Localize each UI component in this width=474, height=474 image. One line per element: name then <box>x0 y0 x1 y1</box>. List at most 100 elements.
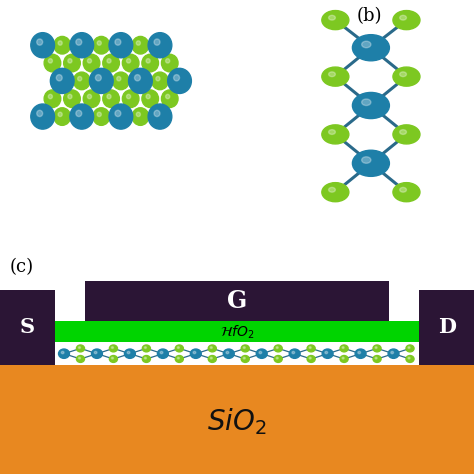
Circle shape <box>107 94 111 99</box>
Circle shape <box>109 356 118 363</box>
Circle shape <box>109 33 133 58</box>
Circle shape <box>274 356 282 363</box>
Circle shape <box>393 67 420 86</box>
Circle shape <box>307 356 315 363</box>
Circle shape <box>145 357 146 359</box>
Circle shape <box>373 356 381 363</box>
Circle shape <box>406 345 414 352</box>
Circle shape <box>208 356 216 363</box>
Circle shape <box>373 345 381 352</box>
Circle shape <box>58 41 62 45</box>
Circle shape <box>342 357 344 359</box>
Circle shape <box>109 104 133 129</box>
Circle shape <box>307 345 315 352</box>
Circle shape <box>68 59 72 63</box>
Circle shape <box>93 108 109 125</box>
Circle shape <box>322 10 349 30</box>
Circle shape <box>157 349 168 358</box>
Circle shape <box>400 72 407 77</box>
Circle shape <box>148 33 172 58</box>
Circle shape <box>115 110 121 117</box>
Circle shape <box>259 351 262 354</box>
Circle shape <box>152 72 168 90</box>
Circle shape <box>328 15 336 20</box>
Circle shape <box>122 54 139 72</box>
Circle shape <box>70 104 94 129</box>
Circle shape <box>127 94 131 99</box>
Circle shape <box>165 59 170 63</box>
Circle shape <box>408 346 410 348</box>
Bar <box>419 290 474 365</box>
Circle shape <box>137 112 140 117</box>
Circle shape <box>113 72 129 90</box>
Circle shape <box>309 346 311 348</box>
Circle shape <box>274 345 282 352</box>
Circle shape <box>309 357 311 359</box>
Circle shape <box>353 92 390 118</box>
Circle shape <box>142 345 150 352</box>
Circle shape <box>97 112 101 117</box>
Circle shape <box>31 104 55 129</box>
Circle shape <box>408 357 410 359</box>
Circle shape <box>340 356 348 363</box>
Circle shape <box>292 351 295 354</box>
Circle shape <box>165 94 170 99</box>
Circle shape <box>103 90 119 108</box>
Circle shape <box>168 68 191 93</box>
Circle shape <box>353 35 390 61</box>
Circle shape <box>328 187 336 192</box>
Circle shape <box>191 349 201 358</box>
Circle shape <box>322 182 349 202</box>
Circle shape <box>87 59 91 63</box>
Circle shape <box>393 10 420 30</box>
Bar <box>55 342 419 365</box>
Circle shape <box>160 351 163 354</box>
Circle shape <box>400 15 407 20</box>
Circle shape <box>177 346 179 348</box>
Circle shape <box>91 349 102 358</box>
Circle shape <box>241 356 249 363</box>
Circle shape <box>208 345 216 352</box>
Circle shape <box>115 39 121 45</box>
Circle shape <box>353 150 390 176</box>
Circle shape <box>31 33 55 58</box>
Circle shape <box>59 349 69 358</box>
Circle shape <box>127 59 131 63</box>
Circle shape <box>400 129 407 135</box>
Circle shape <box>400 187 407 192</box>
Circle shape <box>97 41 101 45</box>
Circle shape <box>111 357 113 359</box>
Circle shape <box>142 356 150 363</box>
Circle shape <box>362 41 371 48</box>
Circle shape <box>340 345 348 352</box>
Circle shape <box>362 99 371 106</box>
Circle shape <box>223 349 234 358</box>
Circle shape <box>276 346 278 348</box>
Circle shape <box>111 346 113 348</box>
Text: (b): (b) <box>357 8 382 26</box>
Circle shape <box>76 39 82 45</box>
Circle shape <box>393 182 420 202</box>
Bar <box>85 281 389 321</box>
Bar <box>0 290 55 365</box>
Circle shape <box>142 90 158 108</box>
Circle shape <box>226 351 229 354</box>
Circle shape <box>132 36 149 54</box>
Circle shape <box>391 351 393 354</box>
Text: (c): (c) <box>9 258 34 276</box>
Circle shape <box>56 74 62 81</box>
Text: S: S <box>20 317 35 337</box>
Circle shape <box>393 125 420 144</box>
Circle shape <box>243 346 245 348</box>
Text: G: G <box>227 289 247 313</box>
Circle shape <box>328 129 336 135</box>
Circle shape <box>135 74 140 81</box>
Circle shape <box>54 108 71 125</box>
Circle shape <box>256 349 267 358</box>
Circle shape <box>210 346 212 348</box>
Circle shape <box>406 356 414 363</box>
Circle shape <box>322 125 349 144</box>
Circle shape <box>355 349 366 358</box>
Circle shape <box>83 90 100 108</box>
Circle shape <box>125 349 136 358</box>
